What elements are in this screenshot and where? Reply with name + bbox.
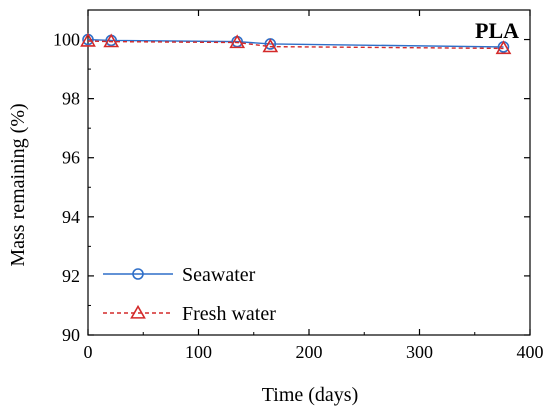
- y-axis-title: Mass remaining (%): [7, 103, 29, 266]
- legend-label-seawater: Seawater: [182, 264, 256, 286]
- legend-marker-fresh-water: [130, 304, 146, 319]
- y-tick-label: 100: [53, 30, 80, 50]
- x-tick-label: 200: [296, 342, 323, 362]
- x-tick-label: 100: [185, 342, 212, 362]
- legend: Seawater Fresh water: [103, 264, 276, 325]
- x-axis-ticks: 0 100 200 300 400: [84, 10, 544, 362]
- plot-area: [87, 9, 531, 336]
- series-line-seawater: [87, 38, 504, 48]
- data-point-fresh-water: [229, 34, 246, 49]
- y-tick-label: 96: [62, 148, 80, 168]
- data-point-fresh-water: [262, 38, 279, 53]
- series-fresh-water: [80, 32, 512, 55]
- series-line-fresh-water: [87, 40, 504, 50]
- series-seawater: [82, 33, 510, 53]
- plot-border: [87, 9, 531, 336]
- chart-title: PLA: [475, 18, 519, 43]
- legend-swatch-fresh-water: [103, 304, 173, 319]
- data-point-fresh-water: [103, 33, 120, 48]
- x-tick-label: 300: [406, 342, 433, 362]
- y-tick-label: 90: [62, 325, 80, 345]
- data-point-fresh-water: [80, 32, 96, 47]
- data-point-fresh-water: [495, 40, 512, 55]
- legend-marker-seawater: [132, 268, 144, 280]
- series-layer: [80, 32, 512, 55]
- x-tick-label: 0: [84, 342, 93, 362]
- legend-item-fresh-water: Fresh water: [103, 303, 276, 325]
- legend-swatch-seawater: [103, 268, 173, 280]
- y-tick-label: 92: [62, 266, 80, 286]
- legend-label-fresh-water: Fresh water: [182, 303, 276, 325]
- x-axis-title: Time (days): [262, 384, 358, 406]
- legend-item-seawater: Seawater: [103, 264, 256, 286]
- y-tick-label: 94: [62, 207, 80, 227]
- y-axis-ticks: 90 92 94 96 98 100: [53, 30, 530, 345]
- x-tick-label: 400: [517, 342, 544, 362]
- y-tick-label: 98: [62, 89, 80, 109]
